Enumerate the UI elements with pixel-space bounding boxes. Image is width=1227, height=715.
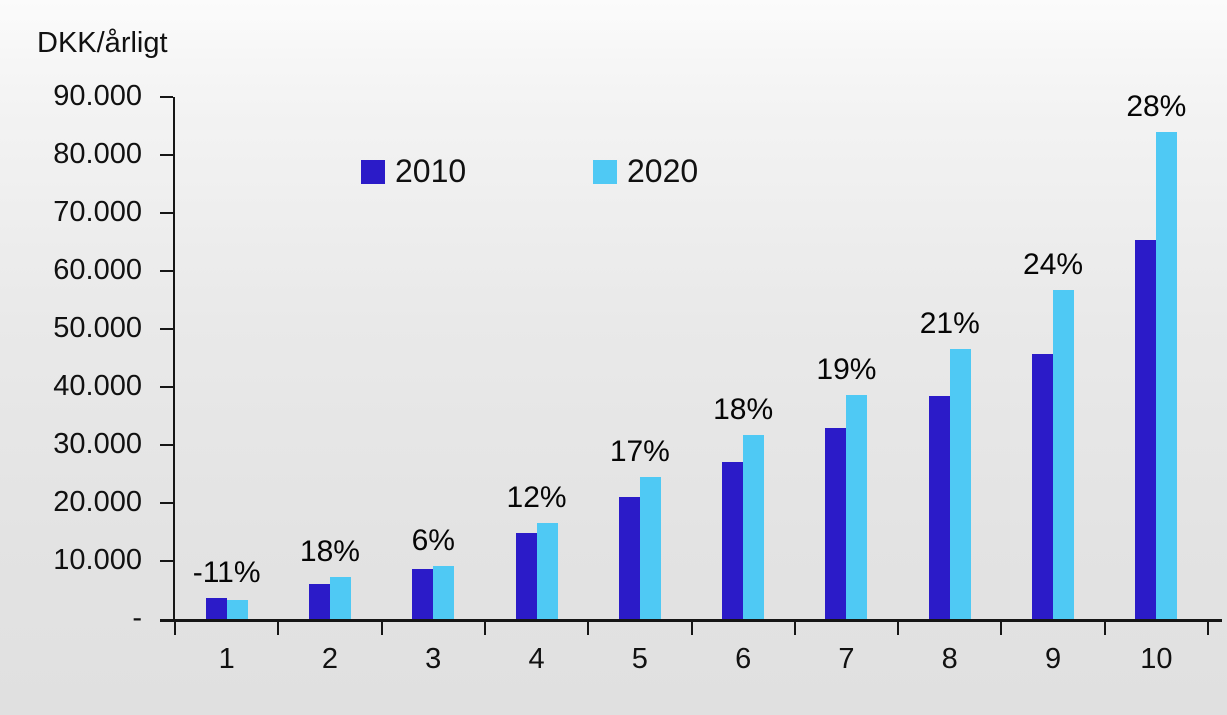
y-tick-label: 80.000 [53, 138, 142, 170]
bar-percent-label: 21% [919, 307, 980, 340]
legend-label-2020: 2020 [627, 153, 699, 189]
x-axis-line [160, 619, 1222, 622]
bar-2020 [1156, 132, 1178, 619]
bar-2020 [329, 577, 351, 619]
y-tick [160, 96, 173, 98]
bar-percent-label: -11% [192, 556, 261, 589]
x-category-label: 2 [321, 643, 338, 675]
y-tick [160, 444, 173, 446]
x-tick [483, 621, 486, 635]
y-tick-label: 10.000 [53, 544, 142, 576]
y-tick [160, 328, 173, 330]
bar-2010 [205, 598, 227, 619]
bar-2010 [1135, 240, 1157, 619]
bar-percent-label: 28% [1126, 90, 1187, 123]
y-tick [160, 154, 173, 156]
bar-2020 [846, 395, 868, 619]
y-axis-unit-label: DKK/årligt [37, 27, 168, 59]
legend-label-2010: 2010 [395, 153, 467, 189]
x-tick [380, 621, 383, 635]
bar-percent-label: 18% [713, 393, 774, 426]
y-tick-label: 50.000 [53, 312, 142, 344]
y-tick-label: 90.000 [53, 80, 142, 112]
x-category-label: 8 [941, 643, 958, 675]
x-category-label: 3 [425, 643, 442, 675]
x-tick [690, 621, 693, 635]
x-tick [174, 621, 176, 635]
legend-swatch-2010 [361, 159, 385, 184]
x-category-label: 4 [528, 643, 545, 675]
legend-item-2020: 2020 [593, 153, 698, 190]
x-tick [1207, 621, 1209, 635]
y-tick-label: 30.000 [53, 428, 142, 460]
bar-2010 [308, 584, 330, 619]
x-tick [1000, 621, 1003, 635]
bar-2020 [226, 600, 248, 619]
bar-percent-label: 18% [299, 535, 360, 568]
x-tick [277, 621, 280, 635]
x-category-label: 5 [631, 643, 648, 675]
bar-percent-label: 12% [506, 481, 567, 514]
bar-2020 [949, 349, 971, 619]
legend-item-2010: 2010 [361, 153, 466, 190]
bar-2010 [1032, 354, 1054, 619]
bar-2020 [1053, 290, 1075, 619]
bar-2020 [743, 435, 765, 619]
legend-swatch-2020 [593, 159, 617, 184]
y-tick [160, 386, 173, 388]
y-tick [160, 270, 173, 272]
y-axis-line [173, 97, 175, 621]
bar-percent-label: 6% [411, 524, 455, 557]
bar-2010 [825, 428, 847, 619]
y-tick [160, 560, 173, 562]
bar-2010 [928, 396, 950, 619]
x-tick [793, 621, 796, 635]
y-tick-label: 70.000 [53, 196, 142, 228]
x-tick [587, 621, 590, 635]
x-category-label: 1 [218, 643, 235, 675]
bar-2010 [515, 533, 537, 619]
bar-2020 [536, 523, 558, 619]
x-category-label: 6 [735, 643, 752, 675]
bar-2020 [433, 566, 455, 619]
x-category-label: 9 [1044, 643, 1062, 675]
x-tick [897, 621, 900, 635]
bar-percent-label: 17% [609, 435, 670, 468]
x-tick [1103, 621, 1106, 635]
y-tick-label: 40.000 [53, 370, 142, 402]
y-tick [160, 212, 173, 214]
bar-percent-label: 24% [1023, 248, 1084, 281]
y-tick-label: 60.000 [53, 254, 142, 286]
bar-2020 [639, 477, 661, 619]
x-category-label: 7 [838, 643, 855, 675]
y-tick [160, 502, 173, 504]
y-tick-label: - [132, 602, 142, 634]
bar-percent-label: 19% [816, 353, 877, 386]
bar-2010 [618, 497, 640, 619]
bar-2010 [722, 462, 744, 619]
bar-2010 [412, 569, 434, 619]
y-tick-label: 20.000 [53, 486, 142, 518]
x-category-label: 10 [1140, 643, 1173, 675]
